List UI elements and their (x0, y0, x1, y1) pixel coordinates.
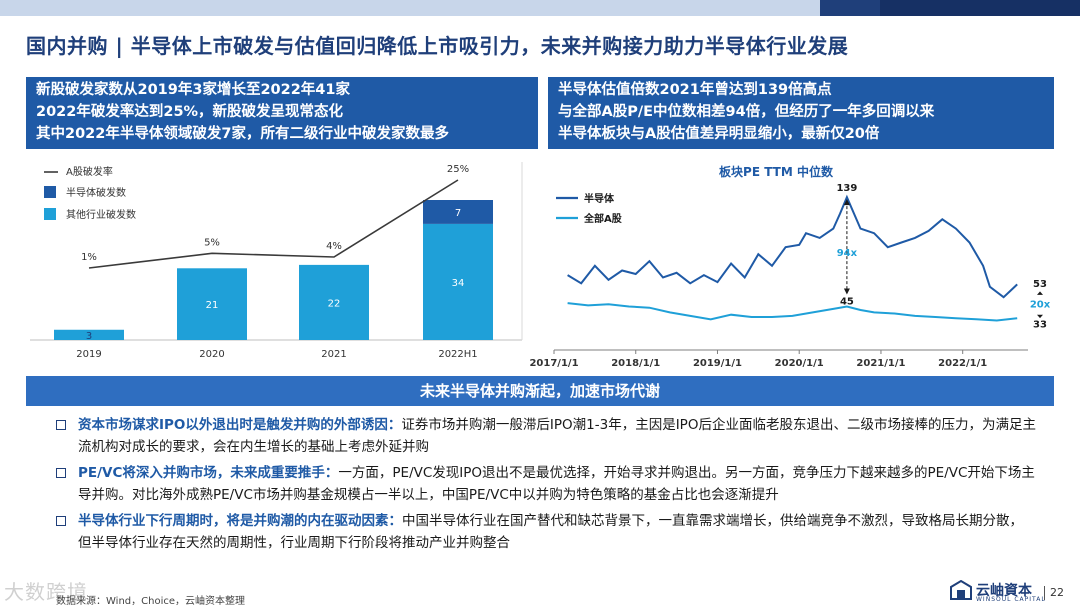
bar-value-label: 34 (452, 278, 465, 289)
annotation-label: 33 (1033, 319, 1047, 330)
annotation-label: 94x (837, 248, 858, 259)
watermark-text: 大数跨境 (4, 580, 88, 604)
chart-title: 板块PE TTM 中位数 (719, 164, 834, 179)
legend-label: 全部A股 (583, 212, 623, 225)
square-bullet-icon (56, 420, 66, 430)
bar-other-industries (54, 329, 124, 340)
top-accent-bar (0, 0, 1080, 16)
bar-value-label: 21 (206, 300, 219, 311)
bar-value-label: 3 (86, 331, 92, 342)
legend-label: A股破发率 (66, 165, 113, 178)
bar-chart-svg: 3 2019 21 2020 22 2021 34 7 2022H1 1% 5% 4% 25% A股破发率… (30, 162, 523, 360)
bullet-list: 资本市场谋求IPO以外退出时是触发并购的外部诱因：证券市场并购潮一般滞后IPO潮… (56, 414, 1036, 558)
legend-swatch (44, 208, 56, 220)
annotation-label: 45 (840, 297, 854, 308)
left-summary-box: 新股破发家数从2019年3家增长至2022年41家 2022年破发率达到25%，… (26, 77, 538, 149)
x-tick-label: 2022H1 (438, 349, 477, 360)
data-source-note: 数据来源：Wind，Choice，云岫资本整理 (56, 596, 245, 607)
company-logo: 云岫資本 WINSOUL CAPITAL (950, 578, 1045, 604)
bullet-body: 一方面，PE/VC发现IPO退出不是最优选择，开始寻求并购退出。另一方面，竞争压… (78, 465, 1035, 503)
annotation-label: 53 (1033, 279, 1047, 290)
right-summary-line: 半导体板块与A股估值差异明显缩小，最新仅20倍 (558, 126, 880, 142)
x-tick-label: 2020 (199, 349, 224, 360)
x-tick-label: 2018/1/1 (611, 358, 660, 369)
bar-value-label: 22 (328, 298, 341, 309)
left-summary-line: 新股破发家数从2019年3家增长至2022年41家 (36, 82, 350, 98)
x-tick-label: 2017/1/1 (529, 358, 578, 369)
bullet-item: 半导体行业下行周期时，将是并购潮的内在驱动因素：中国半导体行业在国产替代和缺芯背… (56, 510, 1036, 554)
left-summary-line: 其中2022年半导体领域破发7家，所有二级行业中破发家数最多 (36, 126, 449, 142)
bar-value-label: 7 (455, 208, 461, 219)
arrow-up-icon (843, 199, 850, 206)
right-summary-line: 与全部A股P/E中位数相差94倍，但经历了一年多回调以来 (558, 104, 935, 120)
x-tick-label: 2019 (76, 349, 101, 360)
logo-name: 云岫資本 (976, 583, 1032, 599)
bullet-body: 证券市场并购潮一般滞后IPO潮1-3年，主因是IPO后企业面临老股东退出、二级市… (78, 417, 1036, 455)
rate-label: 1% (81, 252, 97, 263)
bullet-body: 中国半导体行业在国产替代和缺芯背景下，一直靠需求端增长，供给端竞争不激烈，导致格… (78, 513, 1023, 551)
bullet-item: 资本市场谋求IPO以外退出时是触发并购的外部诱因：证券市场并购潮一般滞后IPO潮… (56, 414, 1036, 458)
rate-label: 5% (204, 237, 220, 248)
annotation-label: 139 (836, 183, 857, 194)
left-summary-line: 2022年破发率达到25%，新股破发呈现常态化 (36, 104, 344, 120)
ipo-breakage-bar-chart: 3 2019 21 2020 22 2021 34 7 2022H1 1% 5% 4% 25% A股破发率… (26, 158, 536, 366)
line-chart-svg: 板块PE TTM 中位数 2017/1/1 2018/1/1 2019/1/1 2020… (529, 164, 1051, 369)
logo-mark-icon (950, 580, 972, 600)
x-tick-label: 2020/1/1 (775, 358, 824, 369)
rate-label: 4% (326, 241, 342, 252)
bar-other-industries (177, 268, 247, 340)
legend-label: 半导体破发数 (66, 186, 126, 199)
bullet-heading: 资本市场谋求IPO以外退出时是触发并购的外部诱因： (78, 417, 402, 433)
annotation-label: 20x (1030, 300, 1051, 311)
bar-semiconductor (423, 200, 493, 224)
section-banner: 未来半导体并购渐起，加速市场代谢 (26, 376, 1054, 406)
page-number: 22 (1050, 586, 1064, 599)
x-tick-label: 2022/1/1 (938, 358, 987, 369)
series-line (567, 302, 1018, 322)
square-bullet-icon (56, 468, 66, 478)
arrow-down-icon (1037, 314, 1043, 319)
right-summary-box: 半导体估值倍数2021年曾达到139倍高点 与全部A股P/E中位数相差94倍，但… (548, 77, 1054, 149)
arrow-down-icon (843, 288, 850, 295)
bullet-item: PE/VC将深入并购市场，未来成重要推手：一方面，PE/VC发现IPO退出不是最… (56, 462, 1036, 506)
bullet-heading: PE/VC将深入并购市场，未来成重要推手： (78, 465, 339, 481)
bar-other-industries (299, 264, 369, 340)
footer-separator (1044, 586, 1045, 600)
logo-subtitle: WINSOUL CAPITAL (976, 596, 1046, 603)
square-bullet-icon (56, 516, 66, 526)
legend-label: 其他行业破发数 (66, 208, 136, 221)
x-tick-label: 2021/1/1 (856, 358, 905, 369)
rate-label: 25% (447, 164, 469, 175)
legend-swatch (44, 186, 56, 198)
x-tick-label: 2019/1/1 (693, 358, 742, 369)
bar-other-industries (423, 223, 493, 340)
breakage-rate-line (88, 179, 459, 269)
right-summary-line: 半导体估值倍数2021年曾达到139倍高点 (558, 82, 832, 98)
x-tick-label: 2021 (321, 349, 346, 360)
legend-label: 半导体 (584, 192, 615, 205)
pe-ttm-line-chart: 板块PE TTM 中位数 2017/1/1 2018/1/1 2019/1/1 2020… (526, 158, 1056, 370)
series-line (567, 194, 1018, 299)
bullet-heading: 半导体行业下行周期时，将是并购潮的内在驱动因素： (78, 513, 402, 529)
arrow-up-icon (1037, 291, 1043, 295)
page-title: 国内并购 | 半导体上市破发与估值回归降低上市吸引力，未来并购接力助力半导体行业… (26, 34, 849, 58)
